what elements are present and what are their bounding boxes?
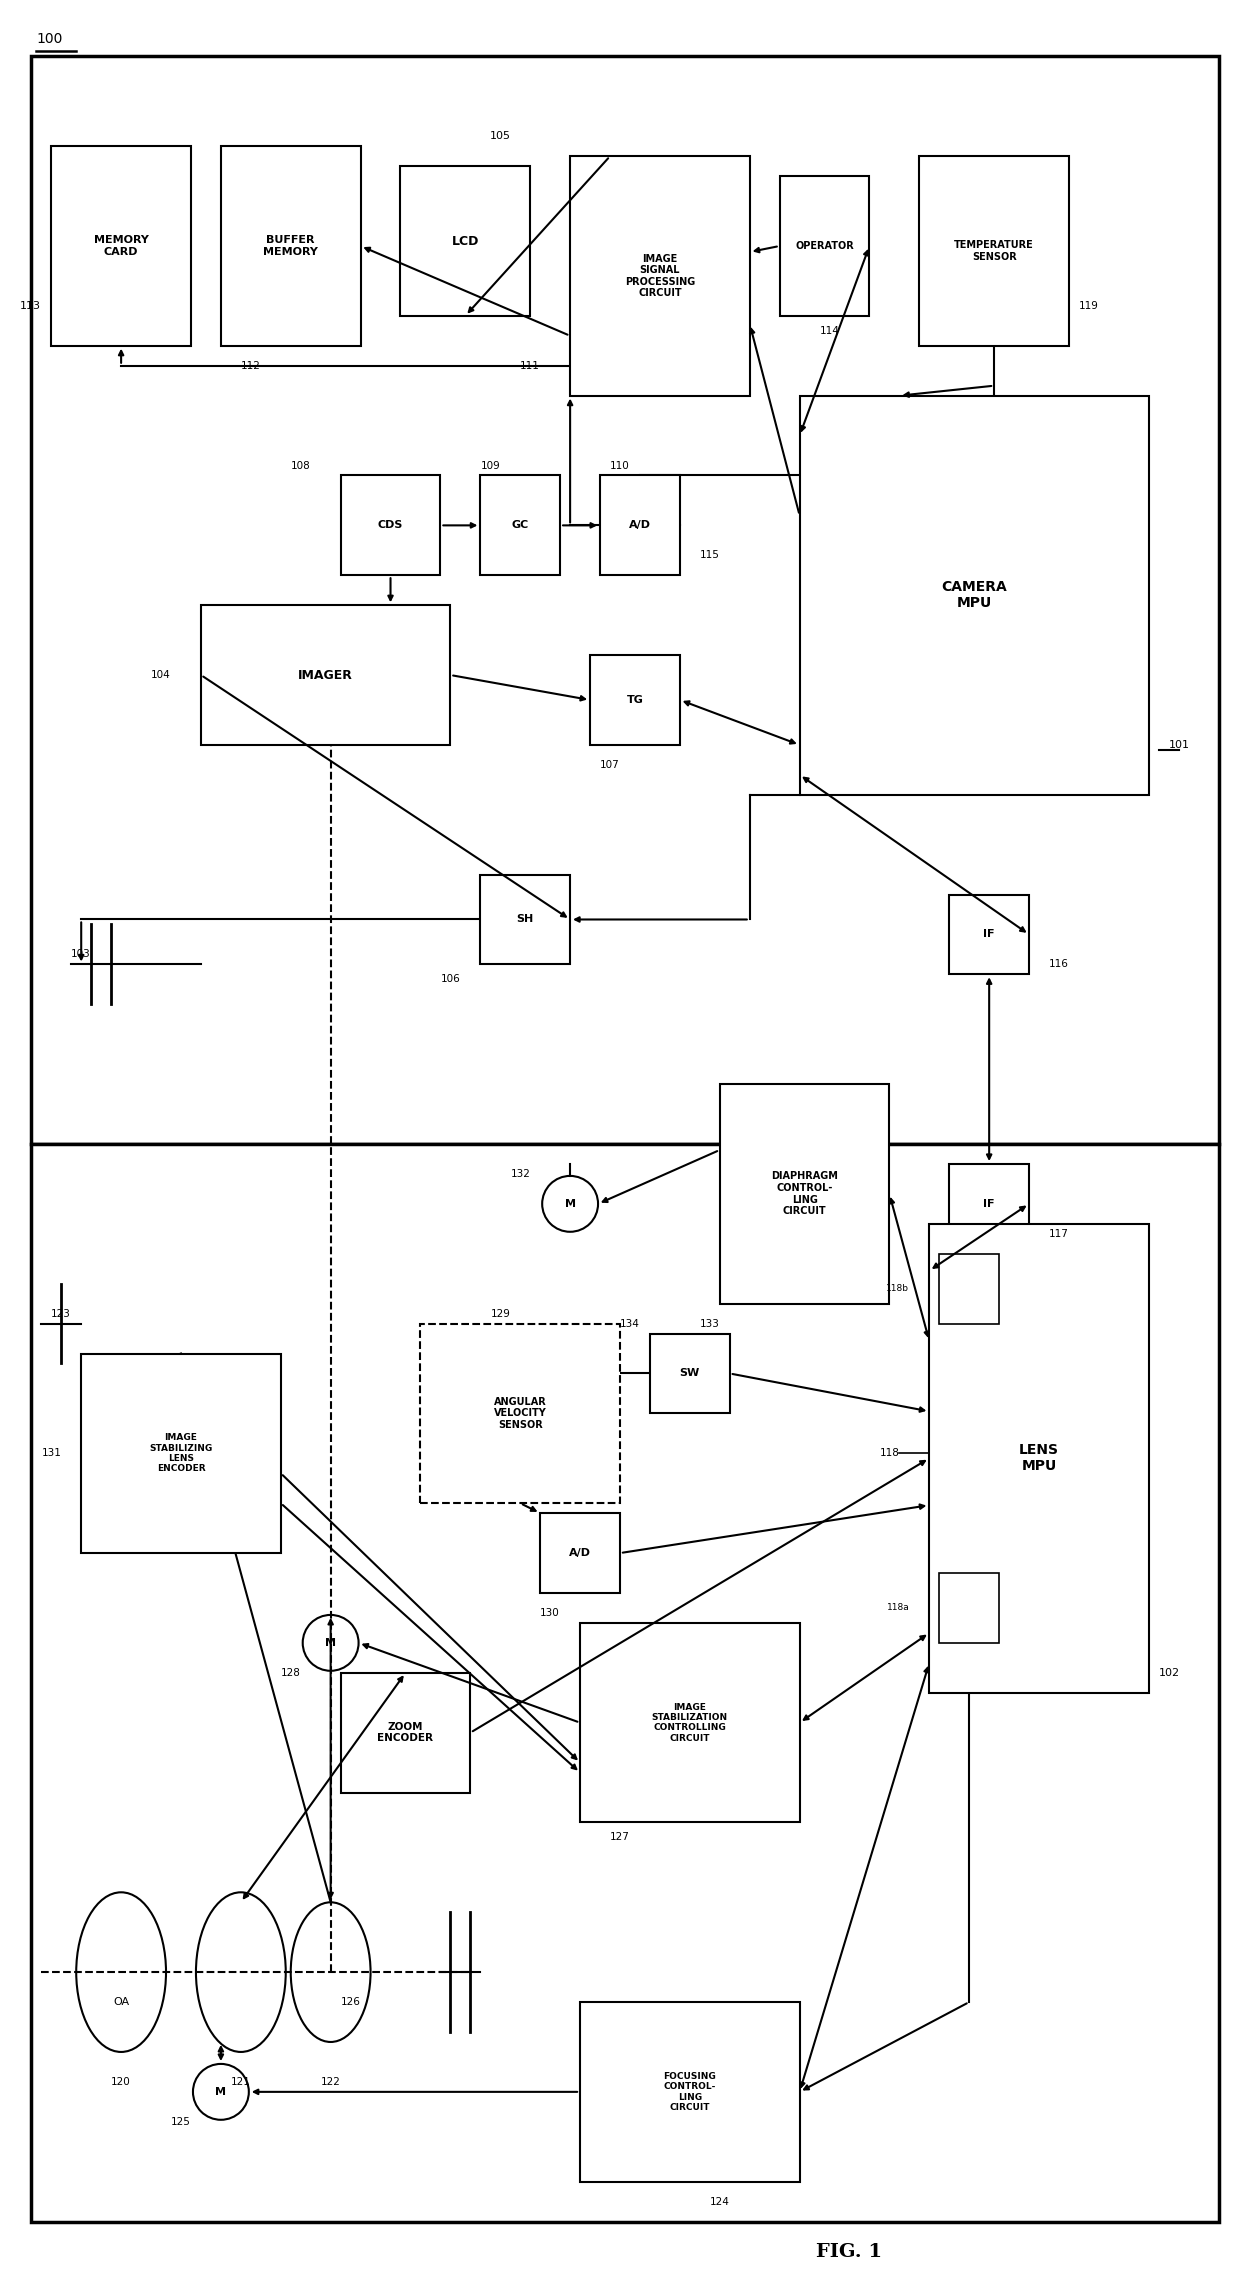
Text: 114: 114	[820, 325, 839, 337]
Text: 109: 109	[480, 462, 500, 471]
Text: 105: 105	[490, 132, 511, 141]
Bar	[31, 57, 1219, 1144]
Text: 115: 115	[699, 550, 719, 559]
Text: 123: 123	[51, 1308, 71, 1319]
Text: FOCUSING
CONTROL-
LING
CIRCUIT: FOCUSING CONTROL- LING CIRCUIT	[663, 2072, 717, 2113]
Text: 102: 102	[1159, 1667, 1180, 1678]
Bar	[800, 396, 1148, 796]
Text: OPERATOR: OPERATOR	[795, 241, 854, 250]
Text: 126: 126	[341, 1997, 361, 2008]
Bar	[81, 1353, 280, 1553]
Text: 112: 112	[241, 362, 260, 371]
Bar	[580, 1624, 800, 1821]
Bar	[221, 146, 361, 346]
Text: M: M	[564, 1198, 575, 1210]
Text: 132: 132	[511, 1169, 531, 1178]
Bar	[950, 894, 1029, 973]
Bar	[480, 875, 570, 964]
Bar	[570, 157, 750, 396]
Text: FIG. 1: FIG. 1	[816, 2244, 883, 2260]
Text: 122: 122	[321, 2076, 341, 2088]
Bar	[31, 1144, 1219, 2222]
Text: M: M	[216, 2088, 227, 2097]
Text: 131: 131	[41, 1449, 61, 1458]
Text: IMAGE
STABILIZATION
CONTROLLING
CIRCUIT: IMAGE STABILIZATION CONTROLLING CIRCUIT	[652, 1703, 728, 1742]
Bar	[580, 2001, 800, 2181]
Text: 107: 107	[600, 760, 620, 771]
Text: 130: 130	[541, 1608, 560, 1617]
Bar	[51, 146, 191, 346]
Text: DIAPHRAGM
CONTROL-
LING
CIRCUIT: DIAPHRAGM CONTROL- LING CIRCUIT	[771, 1171, 838, 1217]
Text: A/D: A/D	[629, 521, 651, 530]
Text: 119: 119	[1079, 300, 1099, 312]
Text: SW: SW	[680, 1369, 699, 1378]
Bar	[650, 1333, 730, 1414]
Text: CAMERA
MPU: CAMERA MPU	[941, 580, 1007, 609]
Text: 103: 103	[71, 951, 91, 960]
Text: 104: 104	[151, 671, 171, 680]
Bar	[541, 1512, 620, 1594]
Text: IF: IF	[983, 1198, 994, 1210]
Bar	[480, 475, 560, 575]
Text: 129: 129	[490, 1308, 510, 1319]
Text: IMAGE
SIGNAL
PROCESSING
CIRCUIT: IMAGE SIGNAL PROCESSING CIRCUIT	[625, 252, 696, 298]
Bar	[719, 1085, 889, 1303]
Text: 121: 121	[231, 2076, 250, 2088]
Bar	[950, 1164, 1029, 1244]
Text: MEMORY
CARD: MEMORY CARD	[94, 234, 149, 257]
Bar	[939, 1574, 999, 1642]
Text: 111: 111	[521, 362, 541, 371]
Text: 125: 125	[171, 2117, 191, 2126]
Bar	[341, 1674, 470, 1792]
Text: LENS
MPU: LENS MPU	[1019, 1444, 1059, 1474]
Bar	[420, 1323, 620, 1503]
Text: 120: 120	[112, 2076, 131, 2088]
Text: 116: 116	[1049, 960, 1069, 969]
Bar	[929, 1223, 1148, 1692]
Text: GC: GC	[512, 521, 528, 530]
Text: 118b: 118b	[887, 1285, 909, 1294]
Text: 124: 124	[709, 2197, 730, 2206]
Text: CDS: CDS	[378, 521, 403, 530]
Text: A/D: A/D	[569, 1549, 591, 1558]
Bar	[600, 475, 680, 575]
Text: 128: 128	[280, 1667, 301, 1678]
Text: IF: IF	[983, 930, 994, 939]
Bar	[780, 175, 869, 316]
Text: 101: 101	[1169, 739, 1189, 750]
Bar	[401, 166, 531, 316]
Text: TEMPERATURE
SENSOR: TEMPERATURE SENSOR	[955, 241, 1034, 262]
Text: TG: TG	[626, 696, 644, 705]
Text: 117: 117	[1049, 1228, 1069, 1239]
Text: 113: 113	[20, 300, 41, 312]
Text: IMAGE
STABILIZING
LENS
ENCODER: IMAGE STABILIZING LENS ENCODER	[149, 1433, 212, 1474]
Bar	[939, 1253, 999, 1323]
Bar	[919, 157, 1069, 346]
Text: 133: 133	[699, 1319, 719, 1328]
Text: 100: 100	[36, 32, 63, 45]
Text: 118a: 118a	[887, 1603, 909, 1612]
Text: LCD: LCD	[451, 234, 479, 248]
Text: ZOOM
ENCODER: ZOOM ENCODER	[377, 1721, 434, 1744]
Text: ANGULAR
VELOCITY
SENSOR: ANGULAR VELOCITY SENSOR	[494, 1396, 547, 1430]
Text: SH: SH	[517, 914, 534, 926]
Text: BUFFER
MEMORY: BUFFER MEMORY	[263, 234, 319, 257]
Text: IMAGER: IMAGER	[299, 669, 353, 682]
Bar	[590, 655, 680, 746]
Text: 110: 110	[610, 462, 630, 471]
Bar	[201, 605, 450, 746]
Text: 127: 127	[610, 1833, 630, 1842]
Bar	[341, 475, 440, 575]
Text: M: M	[325, 1637, 336, 1649]
Text: 118: 118	[879, 1449, 899, 1458]
Text: 108: 108	[291, 462, 311, 471]
Text: OA: OA	[113, 1997, 129, 2008]
Text: 134: 134	[620, 1319, 640, 1328]
Text: 106: 106	[440, 973, 460, 985]
